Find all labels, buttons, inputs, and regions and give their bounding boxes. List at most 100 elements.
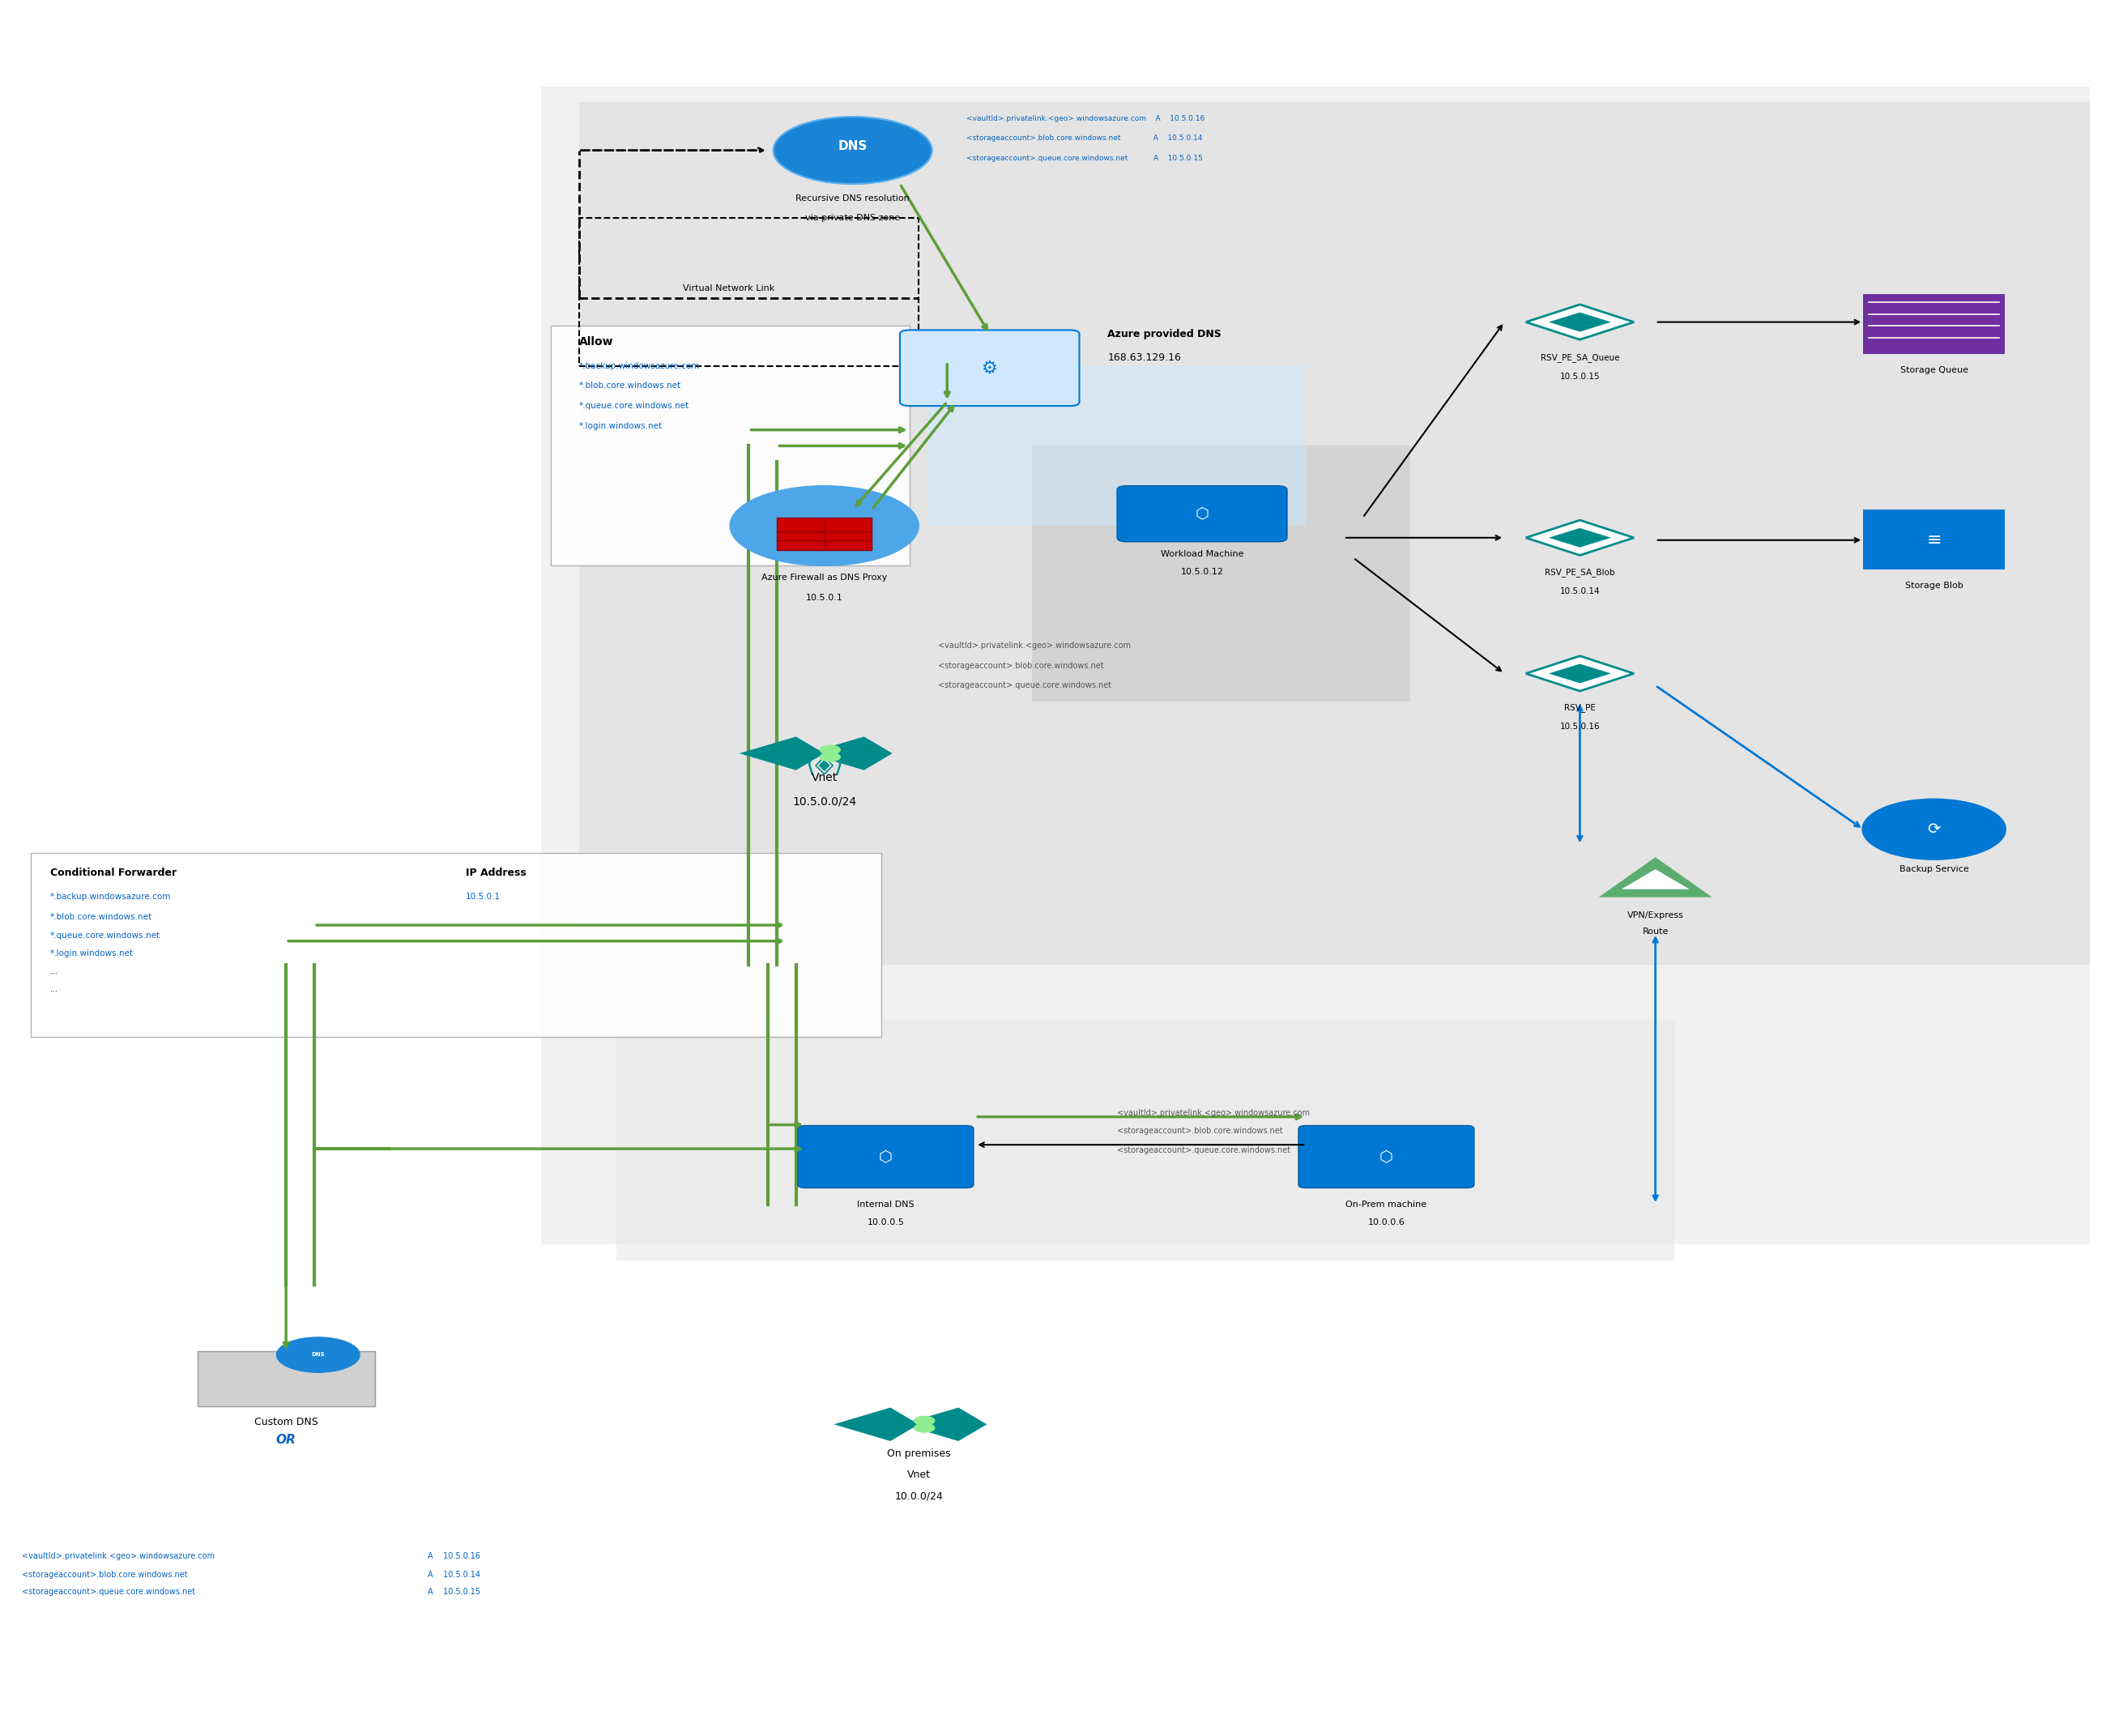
- Text: Virtual Network Link: Virtual Network Link: [683, 285, 774, 293]
- Circle shape: [774, 116, 931, 184]
- Polygon shape: [1526, 521, 1633, 556]
- Polygon shape: [807, 736, 893, 771]
- Text: <storageaccount>.queue.core.windows.net: <storageaccount>.queue.core.windows.net: [21, 1588, 195, 1595]
- FancyBboxPatch shape: [1032, 446, 1410, 701]
- FancyBboxPatch shape: [929, 366, 1305, 526]
- Text: *.blob.core.windows.net: *.blob.core.windows.net: [50, 913, 151, 922]
- Text: DNS: DNS: [311, 1352, 326, 1358]
- Text: 10.5.0.1: 10.5.0.1: [805, 594, 843, 602]
- Text: <storageaccount>.blob.core.windows.net: <storageaccount>.blob.core.windows.net: [1116, 1127, 1282, 1135]
- Text: On premises: On premises: [887, 1448, 950, 1460]
- Text: <storageaccount>.queue.core.windows.net: <storageaccount>.queue.core.windows.net: [937, 682, 1112, 689]
- FancyBboxPatch shape: [578, 102, 2089, 965]
- Text: *.queue.core.windows.net: *.queue.core.windows.net: [50, 932, 160, 939]
- Text: *.login.windows.net: *.login.windows.net: [578, 422, 662, 431]
- Text: Backup Service: Backup Service: [1900, 865, 1970, 873]
- Text: DNS: DNS: [839, 141, 868, 153]
- Text: RSV_PE_SA_Blob: RSV_PE_SA_Blob: [1545, 568, 1614, 576]
- Circle shape: [820, 745, 841, 753]
- Text: Azure Firewall as DNS Proxy: Azure Firewall as DNS Proxy: [761, 573, 887, 582]
- Polygon shape: [1549, 312, 1610, 332]
- Polygon shape: [902, 1408, 986, 1441]
- Circle shape: [277, 1337, 359, 1373]
- Text: <storageaccount>.blob.core.windows.net: <storageaccount>.blob.core.windows.net: [937, 661, 1104, 670]
- FancyBboxPatch shape: [1862, 293, 2005, 354]
- Text: 168.63.129.16: 168.63.129.16: [1108, 352, 1181, 363]
- Text: <vaultId>.privatelink.<geo>.windowsazure.com    A    10.5.0.16: <vaultId>.privatelink.<geo>.windowsazure…: [967, 115, 1204, 122]
- Text: Storage Blob: Storage Blob: [1904, 582, 1963, 590]
- Polygon shape: [1600, 858, 1713, 898]
- Text: 10.0.0/24: 10.0.0/24: [895, 1491, 944, 1502]
- FancyBboxPatch shape: [551, 326, 910, 566]
- Text: *.backup.windowsazure.com: *.backup.windowsazure.com: [578, 361, 700, 370]
- Polygon shape: [1526, 304, 1633, 340]
- Text: Recursive DNS resolution: Recursive DNS resolution: [797, 194, 910, 203]
- Circle shape: [820, 753, 841, 762]
- Text: *.blob.core.windows.net: *.blob.core.windows.net: [578, 382, 681, 391]
- FancyBboxPatch shape: [778, 517, 872, 550]
- Circle shape: [914, 1417, 935, 1425]
- Text: 10.5.0.14: 10.5.0.14: [1560, 587, 1600, 595]
- Polygon shape: [1549, 528, 1610, 547]
- Text: ⚙: ⚙: [982, 361, 998, 377]
- Text: 10.5.0.15: 10.5.0.15: [1560, 372, 1600, 380]
- Text: ≡: ≡: [1925, 531, 1942, 549]
- Text: RSV_PE_SA_Queue: RSV_PE_SA_Queue: [1541, 354, 1619, 363]
- Text: <storageaccount>.blob.core.windows.net: <storageaccount>.blob.core.windows.net: [21, 1571, 187, 1578]
- Text: <storageaccount>.blob.core.windows.net              A    10.5.0.14: <storageaccount>.blob.core.windows.net A…: [967, 135, 1202, 142]
- Text: A    10.5.0.15: A 10.5.0.15: [427, 1588, 481, 1595]
- Text: <storageaccount>.queue.core.windows.net: <storageaccount>.queue.core.windows.net: [1116, 1146, 1291, 1154]
- FancyBboxPatch shape: [1299, 1125, 1474, 1187]
- Text: <vaultId>.privatelink.<geo>.windowsazure.com: <vaultId>.privatelink.<geo>.windowsazure…: [1116, 1109, 1310, 1116]
- Bar: [578, 219, 919, 366]
- FancyBboxPatch shape: [799, 1125, 973, 1187]
- Text: <vaultId>.privatelink.<geo>.windowsazure.com: <vaultId>.privatelink.<geo>.windowsazure…: [937, 642, 1131, 649]
- Circle shape: [729, 486, 919, 566]
- Text: RSV_PE: RSV_PE: [1564, 703, 1595, 712]
- Text: *.login.windows.net: *.login.windows.net: [50, 950, 132, 957]
- Polygon shape: [1621, 870, 1690, 889]
- Text: Route: Route: [1642, 927, 1669, 936]
- FancyBboxPatch shape: [540, 87, 2102, 1245]
- Polygon shape: [1526, 656, 1633, 691]
- Text: Workload Machine: Workload Machine: [1160, 550, 1244, 557]
- FancyBboxPatch shape: [900, 330, 1078, 406]
- Text: Vnet: Vnet: [811, 773, 837, 783]
- Text: Azure provided DNS: Azure provided DNS: [1108, 328, 1221, 339]
- Polygon shape: [1549, 663, 1610, 684]
- FancyBboxPatch shape: [1862, 510, 2005, 569]
- Text: Storage Queue: Storage Queue: [1900, 366, 1967, 373]
- Polygon shape: [740, 736, 824, 771]
- Text: Conditional Forwarder: Conditional Forwarder: [50, 868, 177, 878]
- Circle shape: [914, 1424, 935, 1432]
- Text: *.backup.windowsazure.com: *.backup.windowsazure.com: [50, 892, 170, 901]
- Text: Internal DNS: Internal DNS: [858, 1201, 914, 1208]
- Text: On-Prem machine: On-Prem machine: [1345, 1201, 1427, 1208]
- Text: 10.5.0.12: 10.5.0.12: [1181, 568, 1223, 576]
- Text: ⬡: ⬡: [879, 1149, 893, 1165]
- Text: ⬡: ⬡: [1196, 507, 1209, 521]
- FancyBboxPatch shape: [32, 852, 881, 1036]
- Text: 10.5.0.1: 10.5.0.1: [465, 892, 500, 901]
- Text: A    10.5.0.16: A 10.5.0.16: [427, 1552, 481, 1561]
- Text: via private DNS zone: via private DNS zone: [805, 214, 900, 222]
- Text: ...: ...: [50, 967, 59, 976]
- Text: 10.5.0.16: 10.5.0.16: [1560, 722, 1600, 731]
- Polygon shape: [834, 1408, 919, 1441]
- Text: ...: ...: [50, 984, 59, 993]
- Text: 10.5.0.0/24: 10.5.0.0/24: [792, 795, 856, 807]
- Text: 10.0.0.5: 10.0.0.5: [868, 1219, 904, 1226]
- FancyBboxPatch shape: [616, 1021, 1675, 1260]
- Text: 10.0.0.6: 10.0.0.6: [1368, 1219, 1404, 1226]
- Text: Vnet: Vnet: [908, 1469, 931, 1479]
- Text: ⟨◈⟩: ⟨◈⟩: [805, 753, 843, 778]
- Text: *.queue.core.windows.net: *.queue.core.windows.net: [578, 401, 689, 410]
- FancyBboxPatch shape: [198, 1351, 374, 1406]
- Text: Allow: Allow: [578, 337, 614, 347]
- Text: <vaultId>.privatelink.<geo>.windowsazure.com: <vaultId>.privatelink.<geo>.windowsazure…: [21, 1552, 214, 1561]
- Circle shape: [1862, 799, 2005, 859]
- Text: ⟳: ⟳: [1928, 821, 1940, 837]
- Text: OR: OR: [275, 1434, 296, 1446]
- Text: IP Address: IP Address: [465, 868, 526, 878]
- Text: A    10.5.0.14: A 10.5.0.14: [427, 1571, 481, 1578]
